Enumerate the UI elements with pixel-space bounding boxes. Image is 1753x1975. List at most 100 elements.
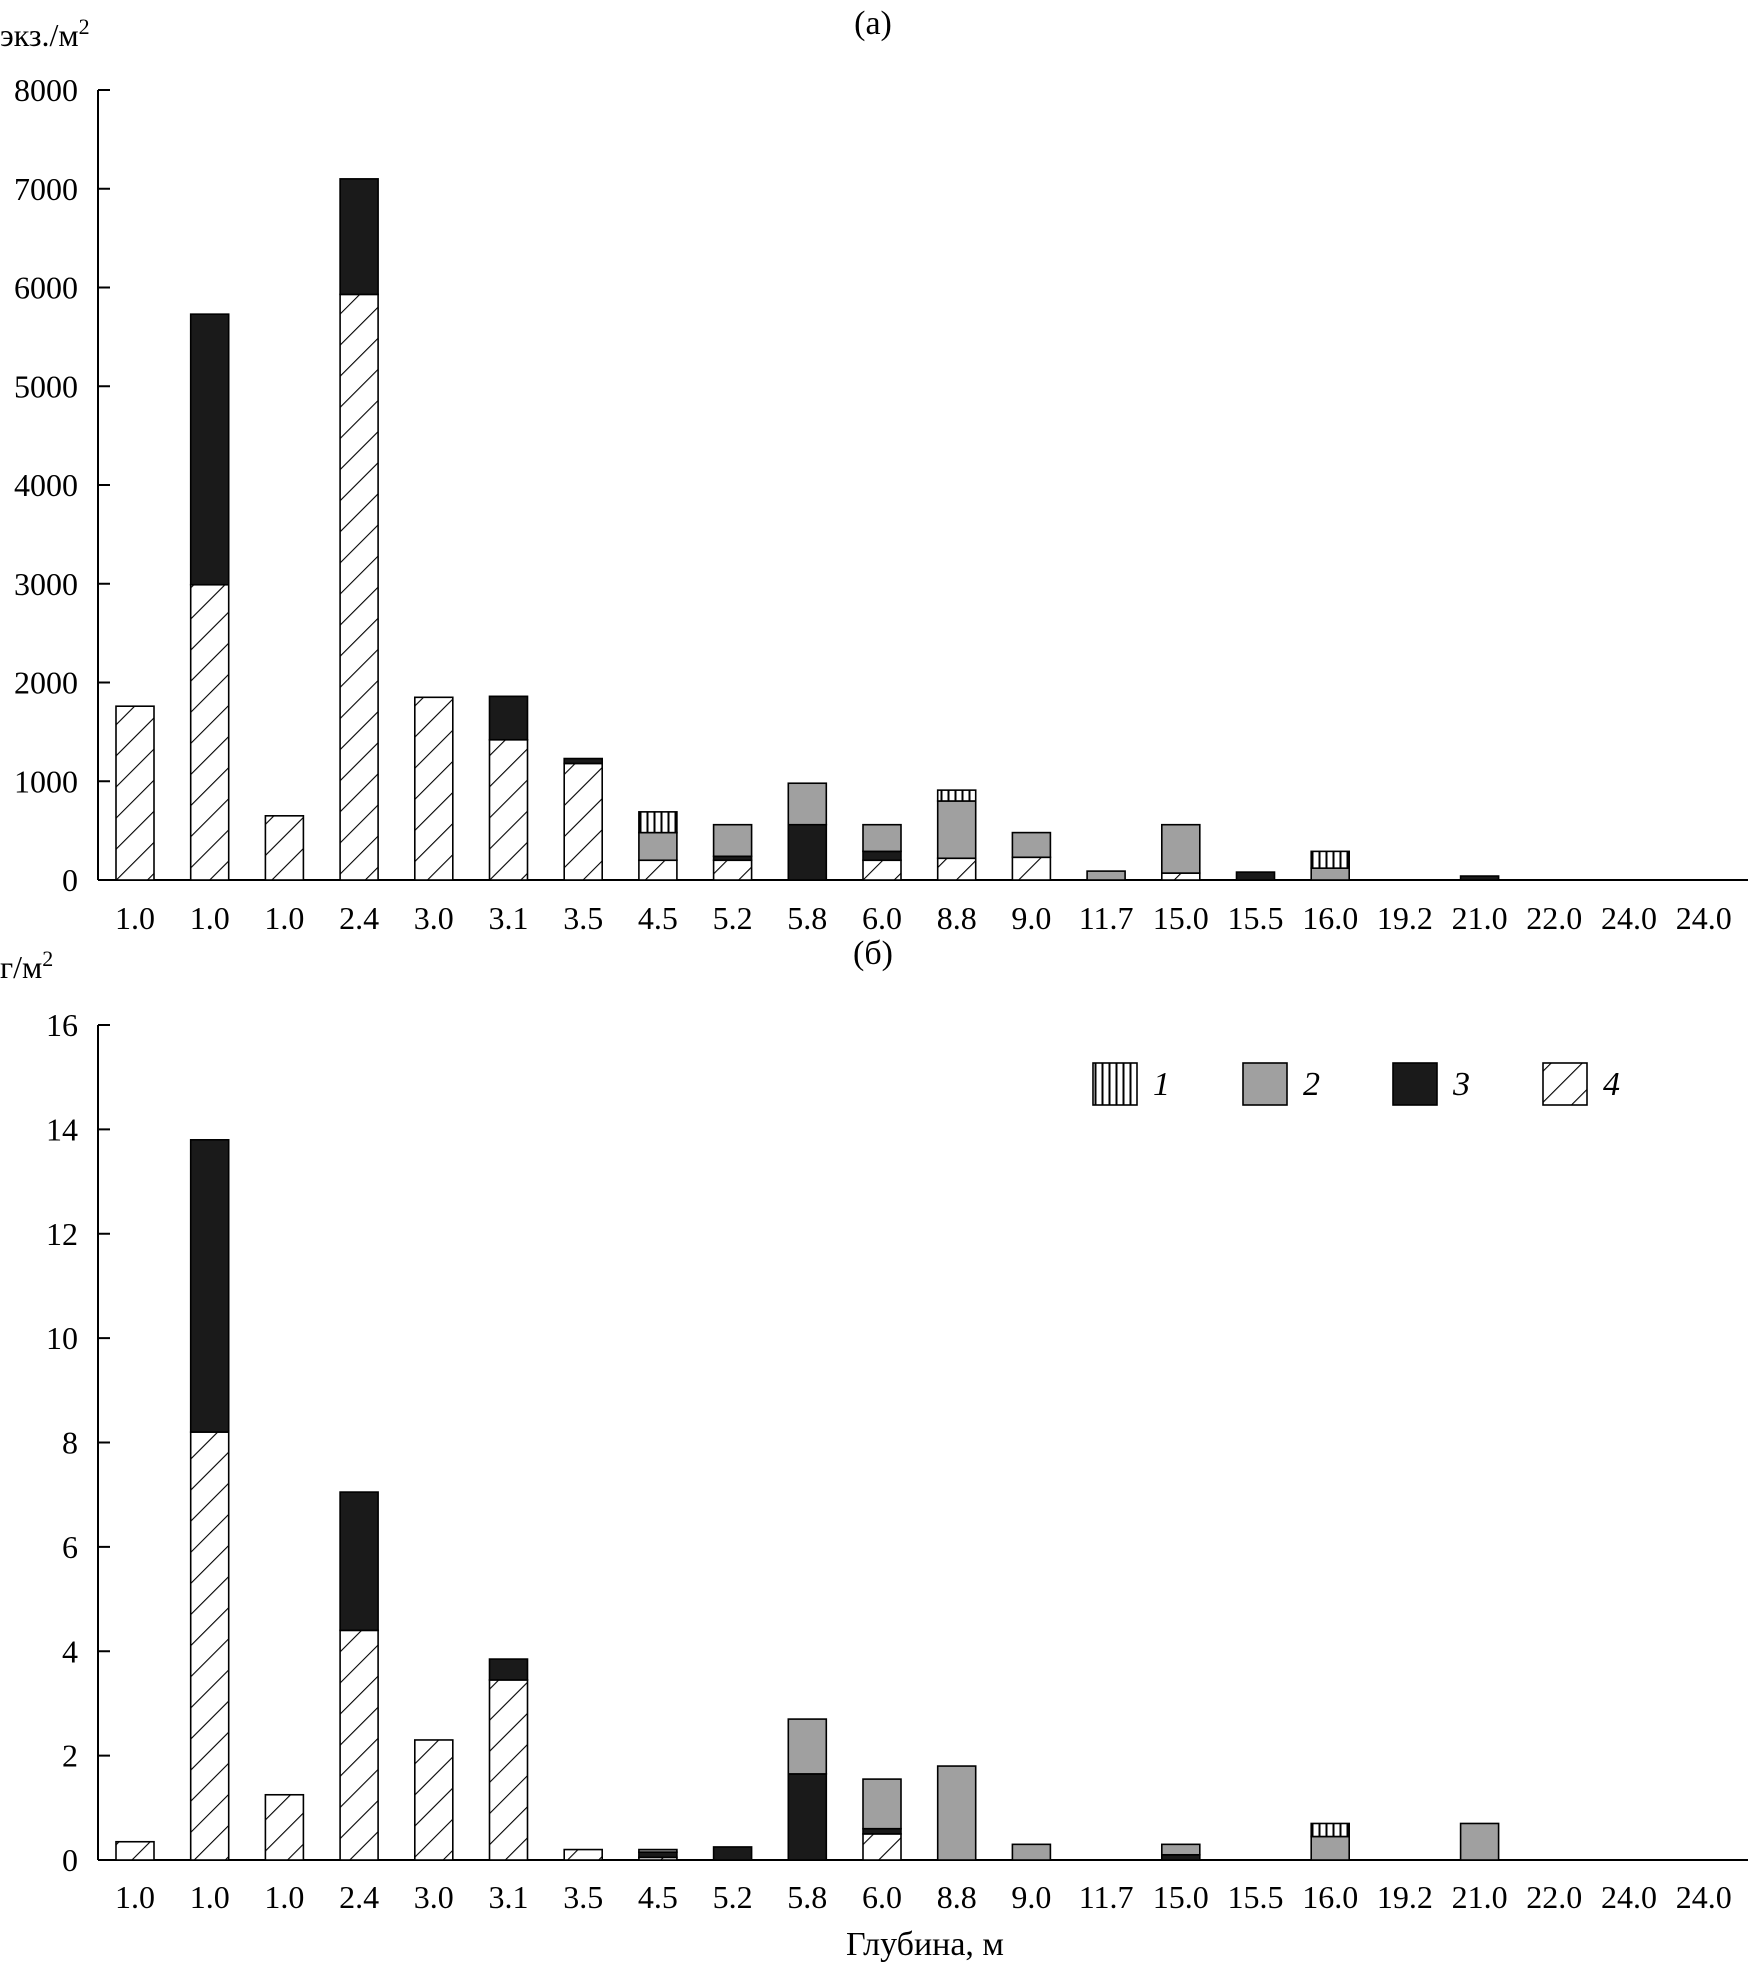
x-tick-label: 24.0	[1601, 1879, 1657, 1915]
bar-segment-series-3	[1235, 871, 1276, 881]
y-tick-label: 4	[62, 1633, 78, 1669]
legend-label-3: 3	[1452, 1066, 1470, 1103]
bar-segment-series-3	[488, 1658, 529, 1681]
bar-segment-series-2	[936, 800, 977, 860]
x-tick-label: 16.0	[1302, 900, 1358, 936]
y-tick-label: 3000	[14, 566, 78, 602]
bar-segment-series-4	[862, 859, 902, 881]
x-tick-label: 11.7	[1079, 900, 1134, 936]
panel-a-x-ticks: 1.0 1.0 1.0 2.4 3.0 3.1 3.5 4.5 5.2 5.8 6.0 8.8 9.0 1…	[115, 900, 1732, 936]
panel-a-y-unit: экз./м2	[0, 14, 90, 53]
bar-segment-series-2	[787, 1718, 828, 1775]
x-tick-label: 3.1	[489, 1879, 529, 1915]
bar-segment-series-3	[488, 695, 529, 741]
bar-segment-series-2	[1011, 1843, 1052, 1861]
bar-segment-series-3	[563, 757, 604, 765]
x-tick-label: 6.0	[862, 1879, 902, 1915]
bar-segment-series-4	[936, 857, 977, 881]
legend-swatch-3	[1392, 1062, 1438, 1106]
y-tick-label: 12	[46, 1216, 78, 1252]
legend-swatch-1	[1092, 1062, 1138, 1106]
bar-segment-series-4	[339, 1629, 379, 1861]
legend-label-2: 2	[1303, 1066, 1320, 1103]
bar-segment-series-2	[787, 782, 828, 826]
x-tick-label: 11.7	[1079, 1879, 1134, 1915]
panel-b-x-ticks: 1.0 1.0 1.0 2.4 3.0 3.1 3.5 4.5 5.2 5.8 6.0 8.8 9.0 1…	[115, 1879, 1732, 1915]
legend-swatch-2	[1242, 1062, 1288, 1106]
y-tick-label: 6	[62, 1529, 78, 1565]
bar-segment-series-3	[189, 313, 230, 586]
bar-segment-series-3	[787, 823, 828, 881]
panel-b-y-unit-sup: 2	[42, 946, 53, 971]
bar-segment-series-2	[1161, 1843, 1201, 1856]
x-tick-label: 19.2	[1377, 1879, 1433, 1915]
x-tick-label: 8.8	[937, 1879, 977, 1915]
y-tick-label: 4000	[14, 467, 78, 503]
bar-segment-series-4	[488, 738, 529, 881]
x-tick-label: 5.2	[713, 1879, 753, 1915]
legend-swatch-4	[1542, 1062, 1588, 1106]
x-tick-label: 8.8	[937, 900, 977, 936]
x-tick-label: 24.0	[1601, 900, 1657, 936]
panel-a-bars	[115, 178, 1500, 881]
x-tick-label: 1.0	[264, 1879, 304, 1915]
x-tick-label: 5.2	[713, 900, 753, 936]
bar-segment-series-2	[936, 1765, 977, 1861]
bar-segment-series-1	[1310, 1822, 1350, 1838]
y-tick-label: 1000	[14, 763, 78, 799]
x-tick-label: 15.5	[1228, 900, 1284, 936]
x-tick-label: 16.0	[1302, 1879, 1358, 1915]
x-tick-label: 5.8	[787, 1879, 827, 1915]
panel-b: (б) г/м2 1.0 1.0 1.0 2.4 3.0 3.1 3.5 4.5 5.2 5.8 6…	[0, 935, 1748, 1963]
legend-label-4: 4	[1603, 1066, 1620, 1103]
panel-b-y-ticks: 0 2 4 6 8 10 12 14 16	[46, 1007, 110, 1878]
bar-segment-series-3	[862, 850, 902, 862]
x-tick-label: 9.0	[1011, 900, 1051, 936]
bar-segment-series-4	[1161, 872, 1201, 881]
bar-segment-series-4	[115, 705, 155, 881]
bar-segment-series-4	[339, 293, 379, 881]
y-tick-label: 10	[46, 1320, 78, 1356]
y-tick-label: 0	[62, 862, 78, 898]
y-tick-label: 0	[62, 1842, 78, 1878]
panel-a-y-ticks: 0 1000 2000 3000 4000 5000 6000 7000 8000	[14, 72, 110, 898]
y-tick-label: 14	[46, 1111, 78, 1147]
panel-b-title: (б)	[853, 935, 893, 972]
x-tick-label: 4.5	[638, 1879, 678, 1915]
x-tick-label: 21.0	[1452, 900, 1508, 936]
x-tick-label: 22.0	[1526, 1879, 1582, 1915]
panel-a-title: (а)	[854, 5, 892, 42]
bar-segment-series-2	[1310, 1835, 1350, 1861]
bar-segment-series-2	[862, 1778, 902, 1830]
bar-segment-series-3	[1459, 875, 1500, 881]
x-tick-label: 24.0	[1676, 900, 1732, 936]
x-tick-label: 1.0	[190, 900, 230, 936]
x-tick-label: 5.8	[787, 900, 827, 936]
bar-segment-series-2	[1310, 867, 1350, 881]
panel-b-y-unit-text: г/м	[0, 949, 42, 985]
y-tick-label: 2	[62, 1738, 78, 1774]
bar-segment-series-2	[1011, 831, 1052, 859]
bar-segment-series-2	[1086, 870, 1126, 881]
bar-segment-series-1	[638, 811, 678, 834]
bar-segment-series-4	[563, 762, 604, 881]
x-tick-label: 21.0	[1452, 1879, 1508, 1915]
y-tick-label: 7000	[14, 171, 78, 207]
bar-segment-series-2	[712, 823, 753, 858]
panel-a: (а) экз./м2 1.0 1.0 1.0 2.4 3.0 3.1 3.5 4.5 5.2 5…	[0, 5, 1748, 936]
x-tick-label: 9.0	[1011, 1879, 1051, 1915]
x-tick-label: 3.5	[563, 900, 603, 936]
x-tick-label: 3.0	[414, 1879, 454, 1915]
y-tick-label: 8000	[14, 72, 78, 108]
legend: 1 2 3 4	[1092, 1062, 1620, 1106]
bar-segment-series-4	[115, 1840, 155, 1861]
bar-segment-series-4	[264, 815, 305, 881]
x-tick-label: 2.4	[339, 1879, 379, 1915]
x-tick-label: 15.0	[1153, 1879, 1209, 1915]
x-tick-label: 3.5	[563, 1879, 603, 1915]
bar-segment-series-4	[638, 859, 678, 881]
bar-segment-series-3	[712, 1846, 753, 1861]
bar-segment-series-4	[189, 1431, 230, 1861]
